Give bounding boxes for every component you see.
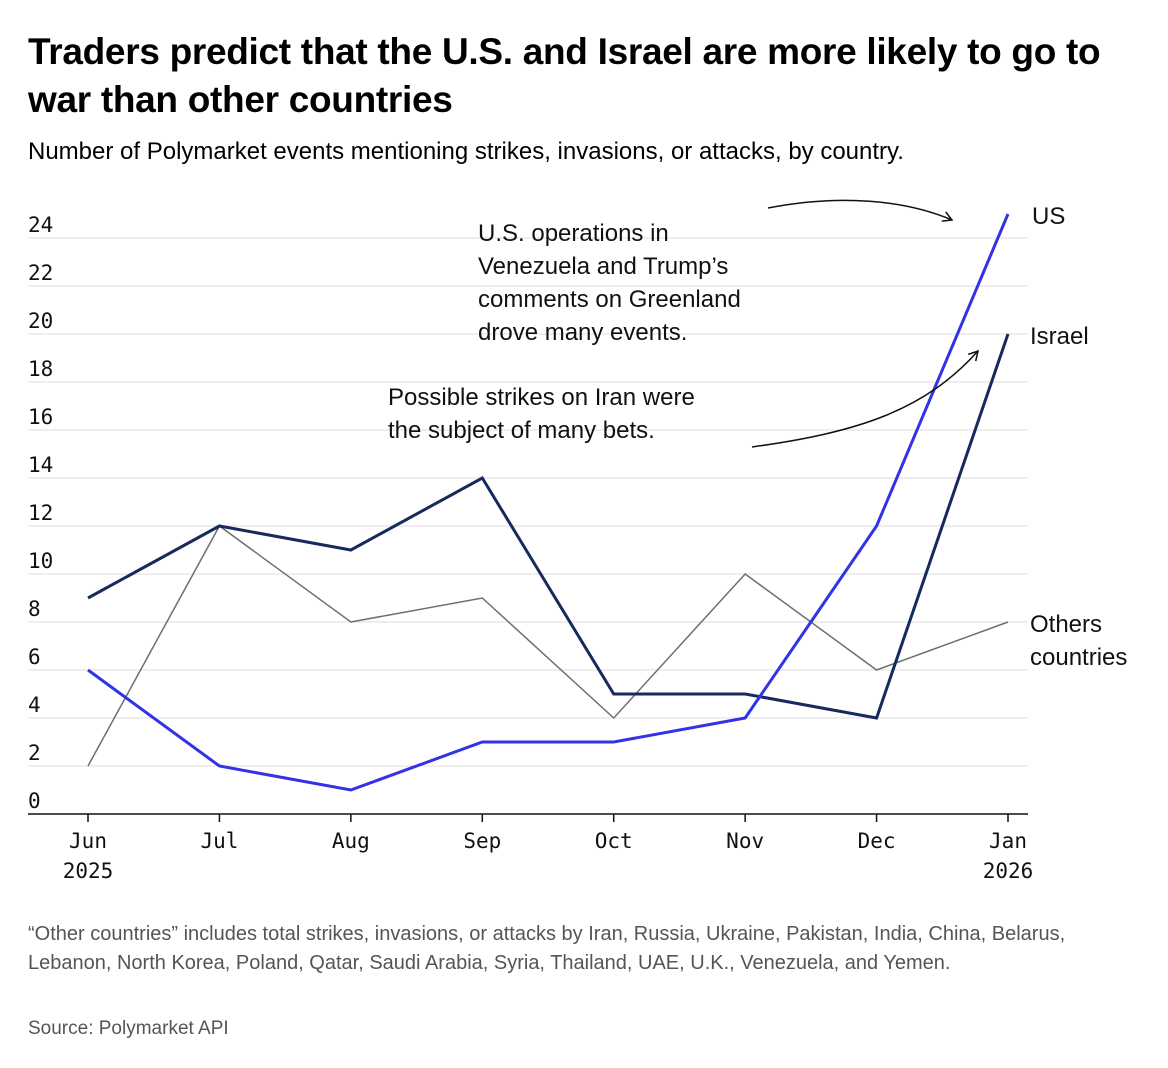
y-tick-label-24: 24	[28, 213, 53, 237]
chart-title: Traders predict that the U.S. and Israel…	[28, 31, 1101, 120]
y-tick-label-4: 4	[28, 693, 41, 717]
annotation-israel-text: Possible strikes on Iran were the subject…	[388, 384, 695, 444]
y-tick-label-14: 14	[28, 453, 53, 477]
series-line-israel	[87, 333, 1010, 720]
series-label-israel: Israel	[1030, 323, 1089, 350]
annotations: U.S. operations in Venezuela and Trump’s c…	[388, 199, 980, 448]
chart-subtitle: Number of Polymarket events mentioning s…	[28, 138, 904, 165]
x-tick-label-oct: Oct	[595, 829, 633, 853]
y-tick-label-6: 6	[28, 645, 41, 669]
y-tick-label-20: 20	[28, 309, 53, 333]
gridlines	[28, 237, 1028, 767]
y-tick-label-2: 2	[28, 741, 41, 765]
x-tick-label-dec: Dec	[858, 829, 896, 853]
annotation-us-text: U.S. operations in Venezuela and Trump’s c…	[478, 220, 741, 346]
x-tick-label-nov: Nov	[726, 829, 764, 853]
series-line-us	[87, 213, 1010, 792]
series-line-others-countries	[87, 524, 1009, 767]
annotation-us-arrow	[767, 199, 954, 222]
x-tick-label-aug: Aug	[332, 829, 370, 853]
x-tick-label-jul: Jul	[200, 829, 238, 853]
source-note: Source: Polymarket API	[28, 1018, 229, 1039]
series-label-us: US	[1032, 203, 1065, 230]
x-tick-label-jun: Jun 2025	[63, 829, 114, 883]
y-tick-label-16: 16	[28, 405, 53, 429]
y-tick-label-18: 18	[28, 357, 53, 381]
x-tick-label-sep: Sep	[463, 829, 501, 853]
x-tick-label-jan: Jan 2026	[983, 829, 1034, 883]
y-tick-label-12: 12	[28, 501, 53, 525]
series-labels: Others countries Israel US	[1030, 203, 1127, 671]
annotation-israel-arrow	[751, 349, 980, 448]
y-tick-label-22: 22	[28, 261, 53, 285]
y-tick-label-10: 10	[28, 549, 53, 573]
y-tick-label-0: 0	[28, 789, 41, 813]
series-label-others-countries: Others countries	[1030, 611, 1127, 671]
footnote: “Other countries” includes total strikes…	[28, 923, 1066, 974]
y-tick-label-8: 8	[28, 597, 41, 621]
series-lines	[87, 213, 1010, 792]
